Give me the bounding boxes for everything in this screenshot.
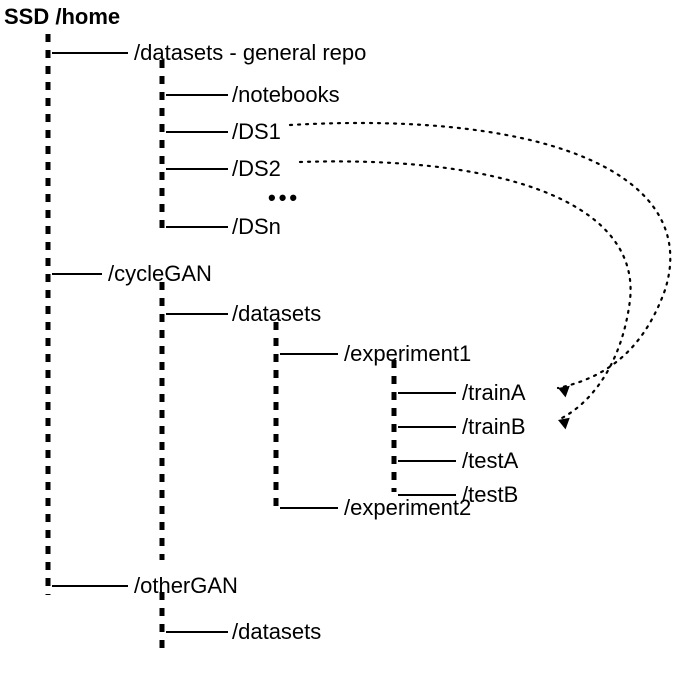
tree-node-label: /DS2 — [232, 156, 281, 181]
tree-node-label: /datasets — [232, 619, 321, 644]
tree-node-label: /testA — [462, 448, 519, 473]
tree-node-label: /datasets — [232, 301, 321, 326]
tree-node-label: /trainB — [462, 414, 526, 439]
ellipsis-label: ••• — [268, 185, 300, 210]
tree-node-label: /DS1 — [232, 119, 281, 144]
tree-node-label: /experiment2 — [344, 495, 471, 520]
tree-node-label: /notebooks — [232, 82, 340, 107]
tree-node-label: /DSn — [232, 214, 281, 239]
tree-node-label: /experiment1 — [344, 341, 471, 366]
root-label: SSD /home — [4, 4, 120, 29]
tree-node-label: /trainA — [462, 380, 526, 405]
canvas-bg — [0, 0, 682, 680]
tree-node-label: /cycleGAN — [108, 261, 212, 286]
tree-node-label: /datasets - general repo — [134, 40, 366, 65]
tree-node-label: /otherGAN — [134, 573, 238, 598]
